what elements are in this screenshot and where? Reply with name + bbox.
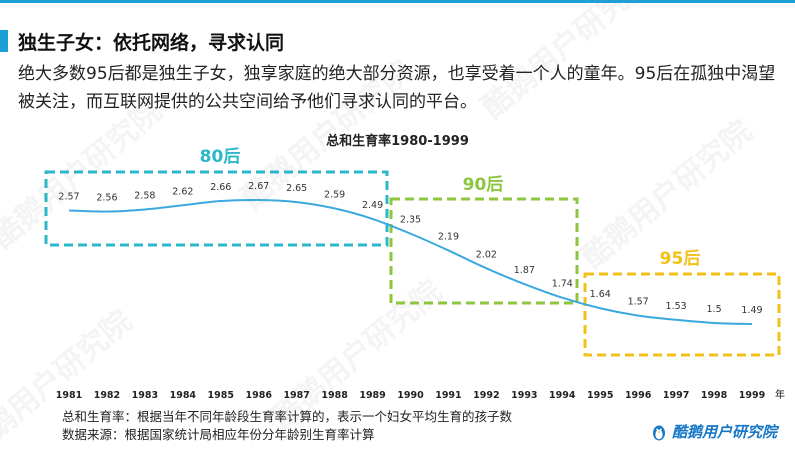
data-label: 2.35: [400, 215, 421, 226]
data-label: 2.58: [134, 190, 155, 201]
x-tick-label: 1988: [321, 390, 348, 401]
data-label: 2.59: [324, 189, 345, 200]
x-tick-label: 1987: [283, 390, 309, 401]
brand-logo: 酷鹅用户研究院: [650, 421, 777, 442]
x-tick-label: 1993: [511, 390, 537, 401]
data-label: 2.02: [476, 249, 497, 260]
x-tick-label: 1989: [359, 390, 385, 401]
logo-text: 酷鹅用户研究院: [672, 421, 777, 442]
data-label: 2.62: [172, 186, 193, 197]
x-tick-label: 1992: [473, 390, 499, 401]
x-tick-label: 1982: [94, 390, 120, 401]
footnote-source: 数据来源：根据国家统计局相应年份分年龄别生育率计算: [62, 424, 375, 443]
data-label: 2.57: [58, 192, 79, 203]
data-label: 1.74: [552, 279, 573, 290]
data-label: 2.19: [438, 231, 459, 242]
data-label: 1.5: [707, 304, 722, 315]
x-tick-label: 1998: [701, 390, 728, 401]
x-tick-label: 1991: [435, 390, 461, 401]
x-tick-label: 1995: [587, 390, 613, 401]
group-label: 95后: [660, 249, 701, 269]
x-tick-label: 1985: [208, 390, 234, 401]
data-label: 1.53: [666, 301, 687, 312]
x-tick-label: 1981: [56, 390, 82, 401]
x-tick-label: 1997: [663, 390, 689, 401]
data-label: 1.57: [628, 297, 649, 308]
penguin-logo-icon: [650, 423, 668, 441]
data-label: 2.65: [286, 183, 307, 194]
fertility-rate-chart: 80后 90后 95后 2.57 2.56 2.58 2.62 2.66 2.67 2.65 2.5…: [0, 0, 795, 448]
data-label: 2.49: [362, 200, 383, 211]
footnote-definition: 总和生育率：根据当年不同年龄段生育率计算的，表示一个妇女平均生育的孩子数: [62, 406, 512, 425]
data-label: 2.66: [210, 182, 231, 193]
x-axis-unit: 年: [775, 388, 785, 401]
x-tick-label: 1984: [170, 390, 197, 401]
data-label: 1.87: [514, 265, 535, 276]
data-label: 1.64: [590, 289, 611, 300]
x-tick-label: 1999: [739, 390, 765, 401]
data-label: 1.49: [741, 305, 762, 316]
x-tick-label: 1986: [245, 390, 272, 401]
x-tick-label: 1990: [397, 390, 424, 401]
group-label: 80后: [200, 147, 241, 167]
x-tick-label: 1996: [625, 390, 652, 401]
data-label: 2.56: [96, 193, 117, 204]
x-tick-label: 1994: [549, 390, 576, 401]
data-label: 2.67: [248, 181, 269, 192]
group-label: 90后: [463, 175, 504, 195]
x-tick-label: 1983: [132, 390, 158, 401]
